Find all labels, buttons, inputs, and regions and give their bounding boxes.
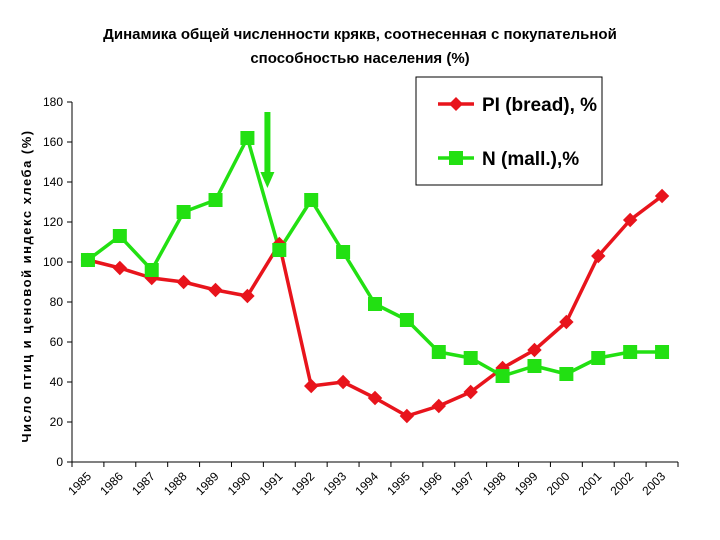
- y-tick-label: 60: [50, 335, 64, 349]
- y-tick-label: 140: [43, 175, 63, 189]
- chart-title-line-2: способностью населения (%): [250, 50, 469, 67]
- x-tick-label: 2002: [607, 469, 636, 498]
- series-layer: [80, 131, 670, 424]
- series-2-point: [431, 345, 446, 359]
- series-2-point: [304, 193, 319, 207]
- series-1-point: [112, 260, 128, 276]
- series-2-point: [112, 229, 127, 243]
- series-2-point: [399, 313, 414, 327]
- series-2-point: [176, 205, 191, 219]
- series-1-point: [335, 374, 351, 390]
- legend-marker: [449, 97, 463, 111]
- y-tick-label: 100: [43, 255, 63, 269]
- series-2-point: [336, 245, 351, 259]
- series-2-point: [495, 369, 510, 383]
- chart-title-line-1: Динамика общей численности крякв, соотне…: [103, 26, 617, 43]
- legend-box: [415, 76, 603, 186]
- series-1-point: [208, 282, 223, 298]
- x-tick-label: 1986: [97, 469, 126, 498]
- x-tick-label: 1997: [448, 469, 477, 498]
- series-1-point: [527, 342, 542, 358]
- series-1-point: [240, 288, 255, 304]
- x-tick-label: 1988: [161, 469, 190, 498]
- series-1-point: [654, 188, 670, 204]
- series-1-point: [304, 378, 319, 394]
- series-1-point: [591, 248, 606, 264]
- x-tick-label: 1991: [257, 469, 286, 498]
- y-tick-label: 0: [56, 455, 63, 469]
- legend-label: PI (bread), %: [482, 95, 597, 116]
- x-tick-label: 1987: [129, 469, 158, 498]
- series-1-point: [399, 408, 415, 424]
- series-1-point: [463, 384, 478, 400]
- x-tick-label: 2001: [576, 469, 605, 498]
- series-1-point: [176, 274, 191, 290]
- x-tick-label: 1989: [193, 469, 222, 498]
- series-1-point: [622, 212, 638, 228]
- legend-marker: [449, 151, 463, 165]
- x-tick-label: 1996: [416, 469, 445, 498]
- annotation-arrow-shaft: [264, 112, 271, 174]
- legend: PI (bread), % N (mall.),%: [415, 76, 603, 186]
- x-tick-label: 2000: [544, 469, 573, 498]
- y-tick-label: 160: [43, 135, 63, 149]
- series-1-point: [431, 398, 446, 414]
- series-2-point: [80, 253, 95, 267]
- y-tick-label: 20: [50, 415, 64, 429]
- series-2-point: [368, 297, 382, 311]
- annotation-arrow-head: [260, 172, 275, 188]
- series-2-point: [240, 131, 255, 145]
- series-2-point: [144, 263, 159, 277]
- y-tick-label: 40: [50, 375, 64, 389]
- y-axis-label: Число птиц и ценовой индекс хлеба (%): [19, 129, 34, 442]
- x-tick-label: 1990: [225, 469, 254, 498]
- series-2-point: [208, 193, 223, 207]
- x-tick-label: 2003: [639, 469, 668, 498]
- x-tick-label: 1992: [289, 469, 318, 498]
- annotation-layer: [260, 112, 275, 188]
- series-2-point: [527, 359, 542, 373]
- series-2-point: [623, 345, 638, 359]
- x-tick-label: 1995: [384, 469, 413, 498]
- series-2-point: [591, 351, 606, 365]
- series-1-point: [367, 390, 383, 406]
- series-2-point: [559, 367, 574, 381]
- x-tick-label: 1999: [512, 469, 541, 498]
- x-tick-label: 1994: [352, 469, 381, 498]
- series-2-point: [655, 345, 670, 359]
- legend-label: N (mall.),%: [482, 149, 579, 170]
- x-tick-label: 1998: [480, 469, 509, 498]
- y-tick-label: 120: [43, 215, 63, 229]
- series-2-point: [272, 243, 287, 257]
- series-2-point: [463, 351, 478, 365]
- y-tick-label: 80: [50, 295, 64, 309]
- x-tick-label: 1993: [320, 469, 349, 498]
- x-tick-label: 1985: [65, 469, 94, 498]
- series-1-point: [559, 314, 574, 330]
- y-tick-label: 180: [43, 95, 63, 109]
